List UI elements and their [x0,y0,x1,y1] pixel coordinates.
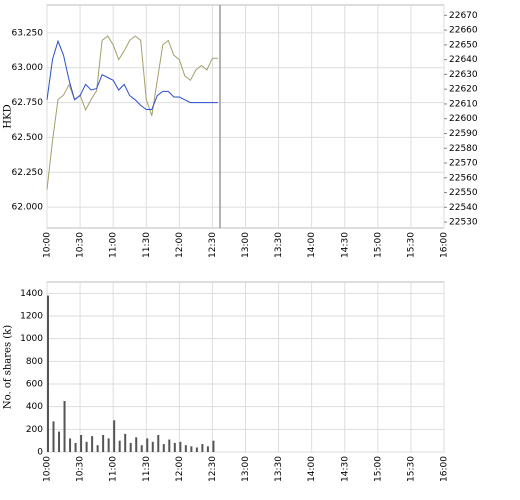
x-tick-label: 12:30 [208,232,218,258]
x-tick-label: 15:00 [373,232,383,258]
volume-bar [179,441,182,452]
y2-tick-label: 22530 [449,218,478,228]
y-tick-label: 62.500 [12,133,44,143]
y-axis-title: HKD [3,104,14,128]
y2-tick-label: 22670 [449,11,478,21]
x-tick-label: 10:00 [43,232,53,258]
y2-tick-label: 22580 [449,144,478,154]
y2-tick-label: 22590 [449,129,478,139]
volume-bar [151,441,154,452]
x-tick-label: 11:00 [109,232,119,258]
volume-bar [80,435,83,452]
y-tick-label: 62.000 [12,203,44,213]
x-tick-label: 15:30 [406,456,416,482]
volume-bar [96,445,99,452]
x-tick-label: 13:00 [241,456,251,482]
x-tick-label: 14:30 [340,456,350,482]
x-tick-label: 12:00 [175,232,185,258]
volume-bar [212,440,215,452]
x-tick-label: 11:30 [142,232,152,258]
volume-bar [118,440,121,452]
y-tick-label: 800 [26,357,43,367]
x-tick-label: 12:30 [208,456,218,482]
volume-bar [47,295,49,452]
volume-bar [206,446,209,452]
x-tick-label: 11:30 [142,456,152,482]
x-tick-label: 11:00 [109,456,119,482]
volume-bar [129,442,132,452]
volume-bar [195,447,198,452]
volume-bar [157,435,160,452]
y2-tick-label: 22640 [449,55,478,65]
x-tick-label: 10:30 [76,456,86,482]
volume-bar [146,438,149,452]
y2-tick-label: 22620 [449,85,478,95]
volume-bar [190,446,193,452]
y-tick-label: 0 [37,448,43,458]
y2-tick-label: 22600 [449,114,478,124]
y-tick-label: 1000 [20,334,43,344]
volume-bar [162,444,165,452]
y2-tick-label: 22560 [449,173,478,183]
x-tick-label: 12:00 [175,456,185,482]
y-tick-label: 63.000 [12,63,44,73]
volume-bar [201,444,204,452]
y-tick-label: 600 [26,380,43,390]
x-tick-label: 15:00 [373,456,383,482]
volume-bar [102,435,105,452]
y-tick-label: 63.250 [12,28,44,38]
y-axis-title: No. of shares (k) [3,325,14,409]
volume-bar [69,438,72,452]
volume-bar [173,442,176,452]
volume-bar [124,433,127,452]
x-tick-label: 10:30 [76,232,86,258]
x-tick-label: 13:00 [241,232,251,258]
x-tick-label: 13:30 [274,232,284,258]
x-tick-label: 14:30 [340,232,350,258]
volume-bar [107,438,110,452]
y2-tick-label: 22570 [449,159,478,169]
y2-tick-label: 22650 [449,40,478,50]
volume-bar [168,439,171,452]
y2-tick-label: 22630 [449,70,478,80]
y-tick-label: 1200 [20,312,43,322]
volume-bar [140,445,143,452]
volume-bar [58,431,61,452]
volume-bar [113,420,116,452]
y-tick-label: 62.250 [12,168,44,178]
x-tick-label: 10:00 [43,456,53,482]
x-tick-label: 16:00 [440,456,450,482]
x-tick-label: 15:30 [406,232,416,258]
y-tick-label: 1400 [20,289,43,299]
x-tick-label: 13:30 [274,456,284,482]
volume-bar [91,436,94,452]
volume-bar [63,401,66,452]
x-tick-label: 16:00 [440,232,450,258]
volume-bar [52,421,55,452]
y-tick-label: 200 [26,425,43,435]
volume-bar [184,445,187,452]
volume-bar [85,441,88,452]
x-tick-label: 14:00 [307,232,317,258]
y2-tick-label: 22610 [449,99,478,109]
y2-tick-label: 22660 [449,26,478,36]
price-line [46,39,218,110]
y-tick-label: 400 [26,402,43,412]
y-tick-label: 62.750 [12,98,44,108]
y2-tick-label: 22550 [449,188,478,198]
x-tick-label: 14:00 [307,456,317,482]
volume-bar [135,437,138,452]
volume-bar [74,442,77,452]
y2-tick-label: 22540 [449,203,478,213]
